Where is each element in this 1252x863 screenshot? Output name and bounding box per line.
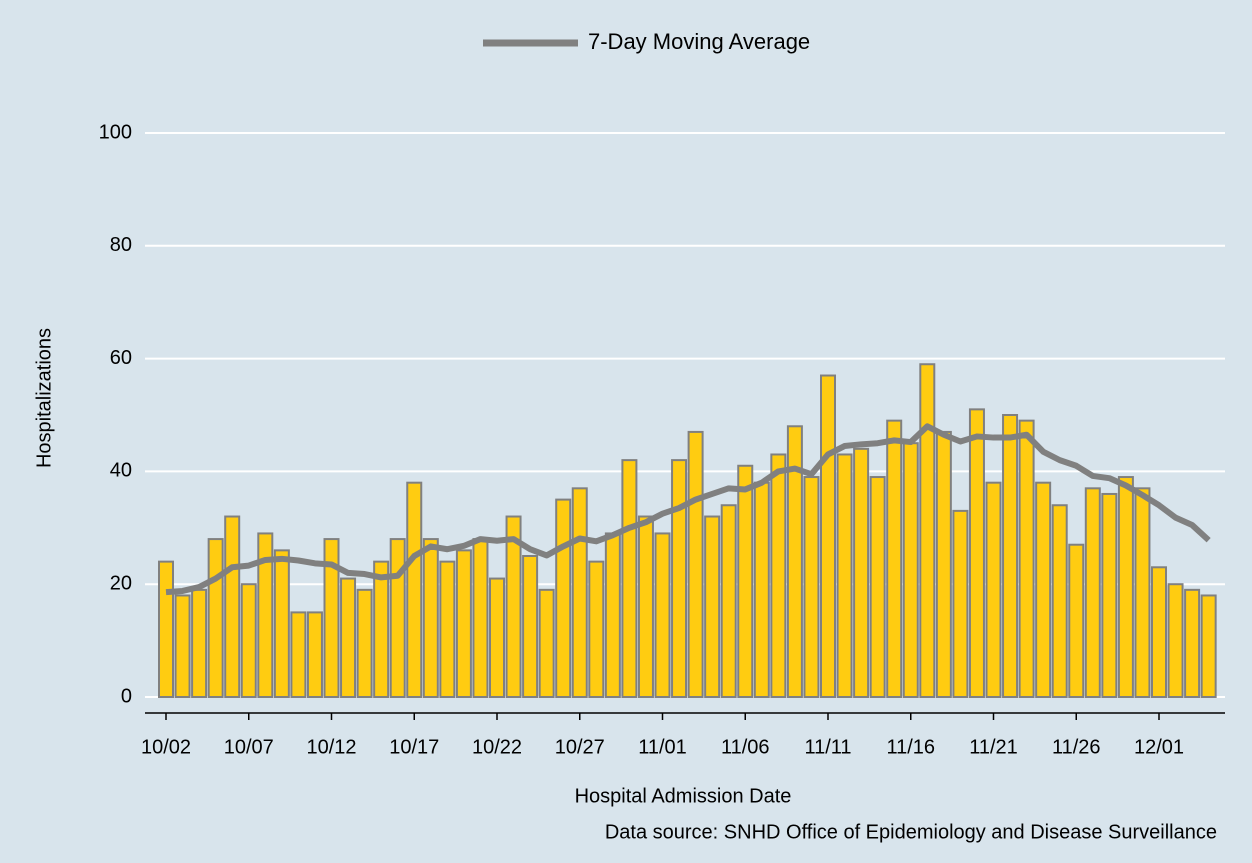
y-axis-label: Hospitalizations xyxy=(33,328,55,468)
x-tick-label: 10/02 xyxy=(141,736,191,758)
bar xyxy=(985,481,1002,698)
bar xyxy=(853,447,870,698)
bar xyxy=(737,464,754,699)
bar xyxy=(571,487,588,698)
x-tick-label: 11/26 xyxy=(1052,736,1101,758)
bar xyxy=(1018,419,1035,698)
bar xyxy=(1167,583,1184,699)
bar xyxy=(406,481,423,698)
x-tick-label: 11/06 xyxy=(721,736,770,758)
bar xyxy=(604,532,621,698)
bar xyxy=(224,515,241,699)
bar xyxy=(687,430,704,698)
bar xyxy=(1035,481,1052,698)
bar xyxy=(886,419,903,698)
y-tick-label: 60 xyxy=(110,347,132,369)
bar xyxy=(257,532,274,698)
y-tick-label: 100 xyxy=(99,121,132,143)
bar xyxy=(389,538,406,699)
y-tick-label: 40 xyxy=(110,460,132,482)
bar xyxy=(836,453,853,699)
bar xyxy=(439,560,456,699)
x-tick-label: 11/21 xyxy=(969,736,1018,758)
bar xyxy=(240,583,257,699)
source-note: Data source: SNHD Office of Epidemiology… xyxy=(605,821,1217,843)
bar xyxy=(273,549,290,698)
x-tick-label: 11/16 xyxy=(886,736,935,758)
x-tick-label: 10/17 xyxy=(389,736,439,758)
bar xyxy=(753,481,770,698)
bar xyxy=(306,611,323,699)
bar xyxy=(455,549,472,698)
bar xyxy=(770,453,787,699)
bar xyxy=(1134,487,1151,698)
bar xyxy=(1117,476,1134,699)
bar xyxy=(704,515,721,699)
bar xyxy=(158,560,174,699)
bar xyxy=(786,425,803,698)
bar xyxy=(1051,504,1068,698)
bar xyxy=(489,577,505,698)
bar xyxy=(1101,492,1118,698)
bar xyxy=(671,459,688,698)
bar xyxy=(968,408,985,698)
bar xyxy=(637,515,654,699)
bar xyxy=(538,588,555,699)
x-tick-label: 10/12 xyxy=(306,736,356,758)
bar xyxy=(522,555,539,698)
bar xyxy=(1200,594,1217,698)
bar xyxy=(869,476,886,699)
bar xyxy=(191,588,208,699)
bar xyxy=(356,588,373,699)
bar xyxy=(654,532,671,698)
y-tick-label: 80 xyxy=(110,234,132,256)
bar xyxy=(621,459,638,698)
bar xyxy=(505,515,522,699)
bar xyxy=(1068,543,1085,698)
bar xyxy=(1184,588,1201,699)
x-axis-label: Hospital Admission Date xyxy=(575,785,792,807)
bar xyxy=(340,577,357,698)
bar xyxy=(174,594,191,698)
bar xyxy=(902,442,919,699)
bar xyxy=(373,560,390,699)
x-tick-label: 11/11 xyxy=(804,736,851,758)
bar xyxy=(588,560,605,699)
x-tick-label: 10/22 xyxy=(472,736,522,758)
bar xyxy=(323,538,340,699)
bar xyxy=(555,498,572,698)
x-tick-label: 11/01 xyxy=(638,736,687,758)
bar xyxy=(1151,566,1167,699)
bar xyxy=(720,504,737,698)
bar xyxy=(803,476,820,699)
x-tick-label: 12/01 xyxy=(1134,736,1184,758)
bar xyxy=(422,538,439,699)
moving-average-line xyxy=(165,423,1211,596)
bar xyxy=(919,363,936,698)
x-tick-label: 10/07 xyxy=(224,736,274,758)
y-tick-label: 20 xyxy=(110,572,132,594)
bar xyxy=(290,611,307,699)
bar xyxy=(207,538,224,699)
bar xyxy=(1084,487,1101,698)
bar xyxy=(820,374,836,698)
bar xyxy=(935,430,952,698)
bar xyxy=(472,538,489,699)
x-tick-label: 10/27 xyxy=(555,736,605,758)
bar xyxy=(952,509,969,698)
bar xyxy=(1002,414,1019,698)
y-tick-label: 0 xyxy=(121,685,132,707)
legend-label: 7-Day Moving Average xyxy=(588,29,810,54)
